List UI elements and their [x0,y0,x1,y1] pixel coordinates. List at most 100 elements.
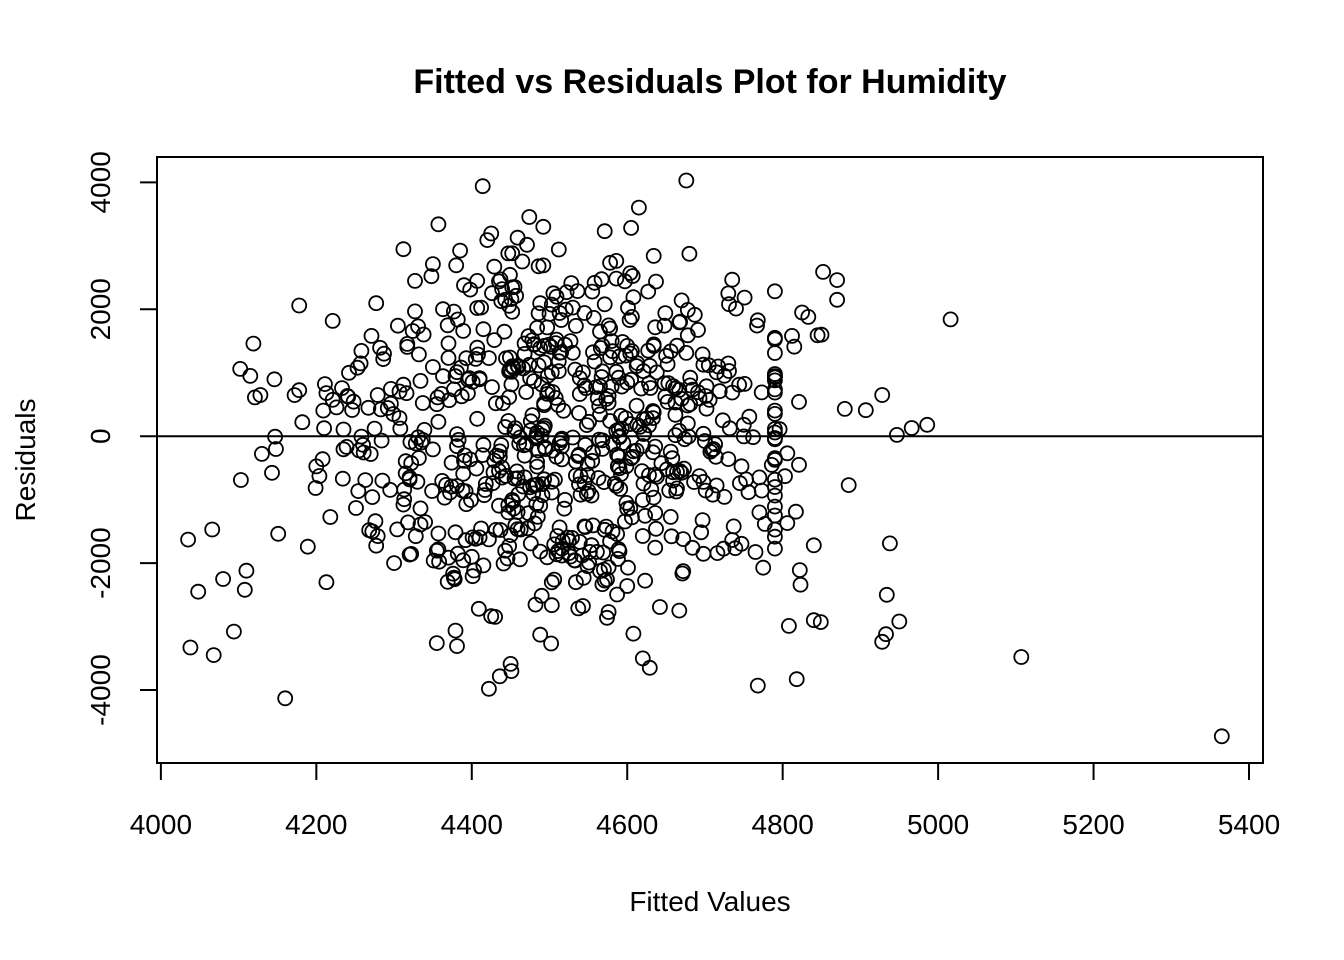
data-point [784,327,800,344]
data-point [679,415,696,432]
data-point [571,534,588,550]
data-point [548,288,565,305]
data-point [647,319,664,336]
data-point [529,454,545,470]
data-point [791,456,807,473]
data-point [470,346,486,363]
data-point [572,468,589,485]
data-point [596,223,613,240]
data-point [533,376,550,393]
data-point [767,471,783,488]
data-point [767,405,783,422]
data-point [499,550,516,567]
data-point [494,469,511,486]
data-point [857,402,874,419]
data-point [491,443,508,460]
data-point [382,395,399,412]
data-point [501,538,518,554]
data-point [453,388,470,405]
data-point [675,563,692,580]
data-point [557,491,573,508]
y-tick-label: -4000 [85,654,116,726]
data-point [600,388,617,404]
data-point [549,528,566,544]
data-point [246,389,263,406]
data-point [662,443,679,460]
data-point [423,268,440,285]
data-point [609,446,625,463]
data-point [291,297,308,314]
data-point [190,583,207,600]
data-point [553,432,570,449]
data-point [550,241,567,258]
data-point [815,263,831,280]
data-point [777,468,793,485]
data-point [308,458,325,475]
data-point [286,387,303,404]
data-point [707,448,724,465]
data-point [374,472,391,489]
data-point [555,402,572,419]
data-point [781,618,797,634]
data-point [469,410,486,427]
data-point [568,317,584,334]
data-point [543,296,560,313]
data-point [619,337,636,354]
data-point [493,293,510,310]
data-point [575,569,592,586]
data-point [603,378,620,395]
data-point [792,576,809,593]
data-point [791,393,807,410]
data-point [362,446,379,462]
data-point [645,489,662,506]
data-point [401,546,418,563]
data-point [594,363,611,380]
data-point [593,369,610,385]
data-point [493,437,510,453]
data-point [291,382,308,399]
data-point [443,454,460,471]
data-point [439,317,456,334]
data-point [435,368,451,385]
data-point [732,475,748,492]
data-point [594,432,611,449]
data-point [562,333,579,350]
data-point [396,491,413,508]
data-point [415,326,432,343]
data-point [400,514,416,531]
data-point [684,539,701,556]
data-point [431,553,448,570]
data-point [476,487,493,504]
data-point [398,385,415,402]
data-point [693,524,709,541]
y-tick-label: 2000 [85,278,116,340]
data-point [720,451,737,468]
data-point [919,416,936,433]
data-point [386,555,403,571]
data-point [529,458,545,475]
data-point [428,635,445,651]
data-point [564,299,581,316]
data-point [695,356,712,373]
data-point [625,289,642,306]
data-point [450,431,467,448]
x-axis-label: Fitted Values [629,886,790,917]
data-point [641,417,657,434]
data-point [554,438,570,455]
data-point [725,518,742,535]
data-point [266,371,283,388]
data-point [455,465,472,482]
data-point [385,406,402,422]
data-point [735,428,752,445]
data-point [635,475,652,492]
data-point [225,623,242,640]
data-point [550,363,567,380]
data-point [448,257,465,274]
data-point [395,241,412,258]
data-point [350,483,367,500]
data-point [430,413,447,430]
data-point [267,428,284,445]
data-point [407,272,423,289]
data-point [657,305,674,322]
